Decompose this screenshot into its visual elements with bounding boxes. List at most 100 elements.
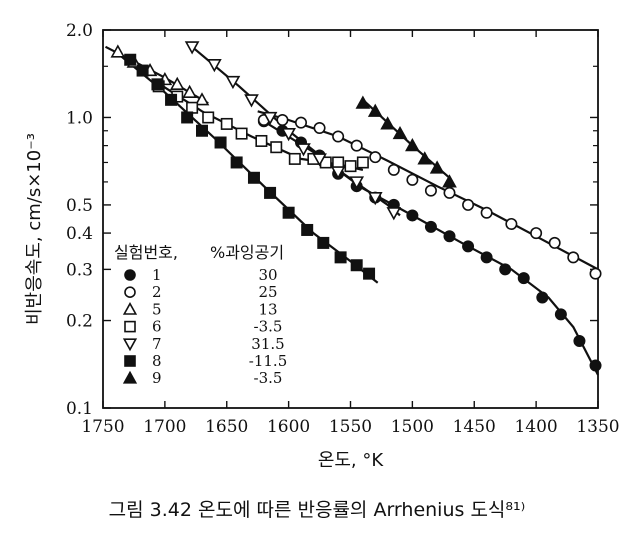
data-point-run-9 xyxy=(367,103,383,117)
data-point-run-8 xyxy=(363,267,376,280)
data-point-run-7 xyxy=(312,153,327,167)
legend-excess-air-value: 25 xyxy=(258,283,277,301)
data-point-run-8 xyxy=(165,93,178,106)
x-tick-label: 1650 xyxy=(205,417,248,437)
data-point-run-8 xyxy=(214,136,227,149)
fit-curve-run-7 xyxy=(191,45,401,217)
data-point-run-8 xyxy=(301,223,314,236)
x-tick-label: 1550 xyxy=(329,417,372,437)
data-point-run-8 xyxy=(181,111,194,124)
data-point-run-7 xyxy=(281,128,296,142)
data-point-run-2 xyxy=(443,186,456,199)
data-point-run-1 xyxy=(424,220,437,233)
data-point-run-1 xyxy=(499,263,512,276)
y-tick-label: 0.1 xyxy=(66,399,93,419)
legend-excess-air-value: -3.5 xyxy=(254,369,283,387)
data-point-run-2 xyxy=(567,251,580,264)
fit-curve-run-6 xyxy=(151,78,364,171)
data-point-run-8 xyxy=(282,206,295,219)
data-point-run-2 xyxy=(387,163,400,176)
legend-excess-air-value: 31.5 xyxy=(251,335,284,353)
data-point-run-2 xyxy=(424,184,437,197)
data-point-run-1 xyxy=(573,335,586,348)
legend-excess-air-value: 13 xyxy=(258,300,277,318)
x-tick-label: 1600 xyxy=(267,417,310,437)
legend-marker-run-6 xyxy=(124,320,136,333)
data-point-run-9 xyxy=(417,151,433,165)
data-point-run-8 xyxy=(317,236,330,249)
legend-run-number: 9 xyxy=(152,369,162,387)
data-point-run-7 xyxy=(184,41,200,55)
figure-caption: 그림 3.42 온도에 따른 반응률의 Arrhenius 도식⁸¹⁾ xyxy=(108,499,526,521)
data-point-run-2 xyxy=(294,116,307,129)
data-point-run-2 xyxy=(313,121,326,134)
legend-run-number: 1 xyxy=(152,266,162,284)
data-point-run-6 xyxy=(344,160,357,173)
data-point-run-8 xyxy=(264,186,277,199)
data-point-run-7 xyxy=(207,59,222,73)
x-tick-label: 1450 xyxy=(453,417,496,437)
data-point-run-5 xyxy=(110,44,126,58)
data-point-run-6 xyxy=(332,156,345,169)
y-tick-label: 2.0 xyxy=(66,21,93,41)
data-point-run-2 xyxy=(548,236,561,249)
data-point-run-9 xyxy=(442,174,457,188)
data-point-run-7 xyxy=(330,166,346,180)
axes: 1750 1700 1650 1600 1550 1500 1450 1400 1350 2.0 1… xyxy=(66,21,620,437)
legend-run-number: 7 xyxy=(152,335,162,353)
legend-marker-run-7 xyxy=(122,338,138,352)
data-point-run-2 xyxy=(406,173,419,186)
x-tick-label: 1750 xyxy=(81,417,124,437)
data-point-run-2 xyxy=(332,130,345,143)
data-point-run-9 xyxy=(355,95,371,109)
data-point-run-6 xyxy=(235,127,248,140)
data-point-run-8 xyxy=(230,156,243,169)
y-tick-label: 0.3 xyxy=(66,260,93,280)
data-point-run-1 xyxy=(536,291,549,304)
data-point-run-8 xyxy=(196,124,209,137)
data-point-run-8 xyxy=(350,259,363,272)
data-point-run-7 xyxy=(244,94,259,108)
fit-curve-run-8 xyxy=(120,55,379,284)
data-point-run-9 xyxy=(429,160,445,174)
y-tick-label: 1.0 xyxy=(66,108,93,128)
data-point-run-1 xyxy=(554,308,567,321)
legend-run-number: 8 xyxy=(152,352,162,370)
data-point-run-8 xyxy=(136,64,149,77)
y-tick-label: 0.2 xyxy=(66,312,93,332)
y-tick-label: 0.5 xyxy=(66,196,93,216)
y-axis-title: 비반응속도, cm/s×10⁻³ xyxy=(24,133,45,325)
data-point-run-6 xyxy=(255,134,268,147)
data-point-run-9 xyxy=(380,116,395,130)
data-point-run-2 xyxy=(480,206,493,219)
data-point-run-6 xyxy=(202,111,215,124)
legend-marker-run-8 xyxy=(124,355,136,367)
data-point-run-2 xyxy=(350,139,363,152)
data-point-run-1 xyxy=(480,251,493,264)
data-point-run-8 xyxy=(124,53,137,66)
data-point-run-1 xyxy=(443,230,456,243)
x-tick-label: 1350 xyxy=(576,417,619,437)
legend-run-number: 2 xyxy=(152,283,162,301)
data-point-run-7 xyxy=(386,207,402,221)
legend-marker-run-2 xyxy=(124,286,136,299)
data-point-run-9 xyxy=(405,137,420,152)
data-point-run-5 xyxy=(169,76,185,90)
data-point-run-1 xyxy=(517,272,530,285)
data-point-run-6 xyxy=(270,141,283,154)
data-point-run-5 xyxy=(182,84,197,98)
data-point-run-7 xyxy=(262,111,278,126)
data-point-run-1 xyxy=(406,209,419,222)
data-point-run-5 xyxy=(194,92,210,106)
data-point-run-9 xyxy=(392,125,408,140)
data-point-run-2 xyxy=(589,267,602,280)
data-point-run-6 xyxy=(186,101,199,114)
data-point-run-6 xyxy=(288,152,301,165)
x-tick-label: 1400 xyxy=(514,417,557,437)
data-point-run-2 xyxy=(369,151,382,164)
data-point-run-2 xyxy=(462,198,475,211)
legend-excess-air-value: 30 xyxy=(258,266,277,284)
data-point-run-6 xyxy=(220,117,233,130)
arrhenius-chart: 1750 1700 1650 1600 1550 1500 1450 1400 1350 2.0 1… xyxy=(24,21,620,471)
data-point-run-1 xyxy=(462,240,475,253)
